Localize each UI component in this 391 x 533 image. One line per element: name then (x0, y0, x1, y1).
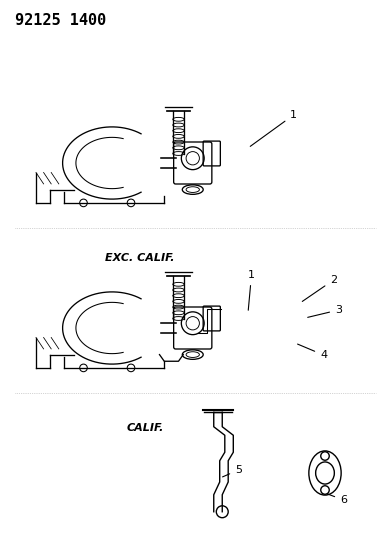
Text: 6: 6 (328, 494, 347, 505)
Text: 1: 1 (250, 110, 297, 147)
Text: 2: 2 (302, 275, 337, 302)
Text: 92125 1400: 92125 1400 (15, 13, 106, 28)
Text: CALIF.: CALIF. (126, 423, 164, 433)
Text: 4: 4 (298, 344, 327, 360)
Text: 5: 5 (222, 465, 242, 477)
Text: 3: 3 (308, 305, 342, 317)
Text: EXC. CALIF.: EXC. CALIF. (105, 253, 175, 263)
Text: 1: 1 (248, 270, 255, 310)
